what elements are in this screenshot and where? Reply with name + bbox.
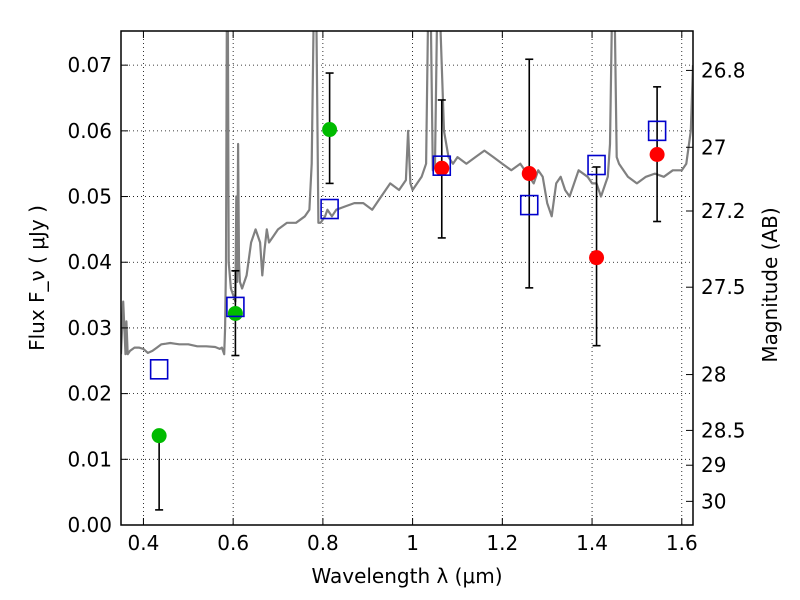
plot-background [121, 31, 693, 525]
model-photometry-point [587, 154, 606, 176]
y2-tick-label: 27.2 [701, 199, 746, 223]
x-tick-label: 1.6 [666, 531, 698, 555]
y-tick-label: 0.06 [67, 119, 112, 143]
markers-group [149, 120, 667, 444]
data-point [322, 122, 338, 138]
y-tick-label: 0.05 [67, 185, 112, 209]
y-tick-label: 0.02 [67, 382, 112, 406]
y2-axis-label: Magnitude (AB) [758, 207, 782, 362]
model-photometry-point [519, 194, 539, 216]
x-tick-label: 0.8 [307, 531, 339, 555]
y2-tick-label: 30 [701, 489, 726, 513]
model-photometry-point [149, 359, 169, 380]
model-photometry-point [432, 155, 452, 176]
data-point [227, 305, 243, 321]
x-tick-label: 0.6 [217, 531, 249, 555]
y2-tick-label: 28 [701, 363, 726, 387]
y2-tick-label: 26.8 [701, 58, 746, 82]
model-photometry-point [226, 296, 245, 318]
y-tick-label: 0.04 [67, 250, 112, 274]
data-point [434, 160, 450, 176]
y2-tick-label: 27 [701, 135, 726, 159]
y-axis-left: 0.00 0.01 0.02 0.03 0.04 0.05 0.06 0.07 [67, 53, 128, 537]
y2-tick-label: 29 [701, 453, 726, 477]
y-axis-label: Flux F_ν ( μJy ) [25, 205, 49, 351]
x-axis: 0.4 0.6 0.8 1 1.2 1.4 1.6 [128, 31, 698, 555]
y-tick-label: 0.00 [67, 513, 112, 537]
model-photometry-point [647, 120, 667, 142]
y-tick-label: 0.01 [67, 447, 112, 471]
x-tick-label: 0.4 [128, 531, 160, 555]
x-axis-label: Wavelength λ (μm) [311, 564, 502, 588]
data-point [521, 166, 537, 182]
y-tick-label: 0.07 [67, 53, 112, 77]
model-spectrum-group [121, 31, 693, 356]
model-spectrum-line [121, 31, 693, 356]
model-photometry-point [320, 198, 339, 220]
plot-frame [120, 30, 694, 526]
x-tick-label: 1.2 [486, 531, 518, 555]
x-tick-label: 1.4 [576, 531, 608, 555]
data-point [151, 428, 167, 444]
y-tick-label: 0.03 [67, 316, 112, 340]
data-point [589, 250, 605, 266]
x-tick-label: 1 [406, 531, 419, 555]
data-point [649, 147, 665, 162]
y2-tick-label: 28.5 [701, 418, 746, 442]
y-axis-right: 26.8 27 27.2 27.5 28 28.5 29 30 [686, 58, 746, 513]
y2-tick-label: 27.5 [701, 275, 746, 299]
